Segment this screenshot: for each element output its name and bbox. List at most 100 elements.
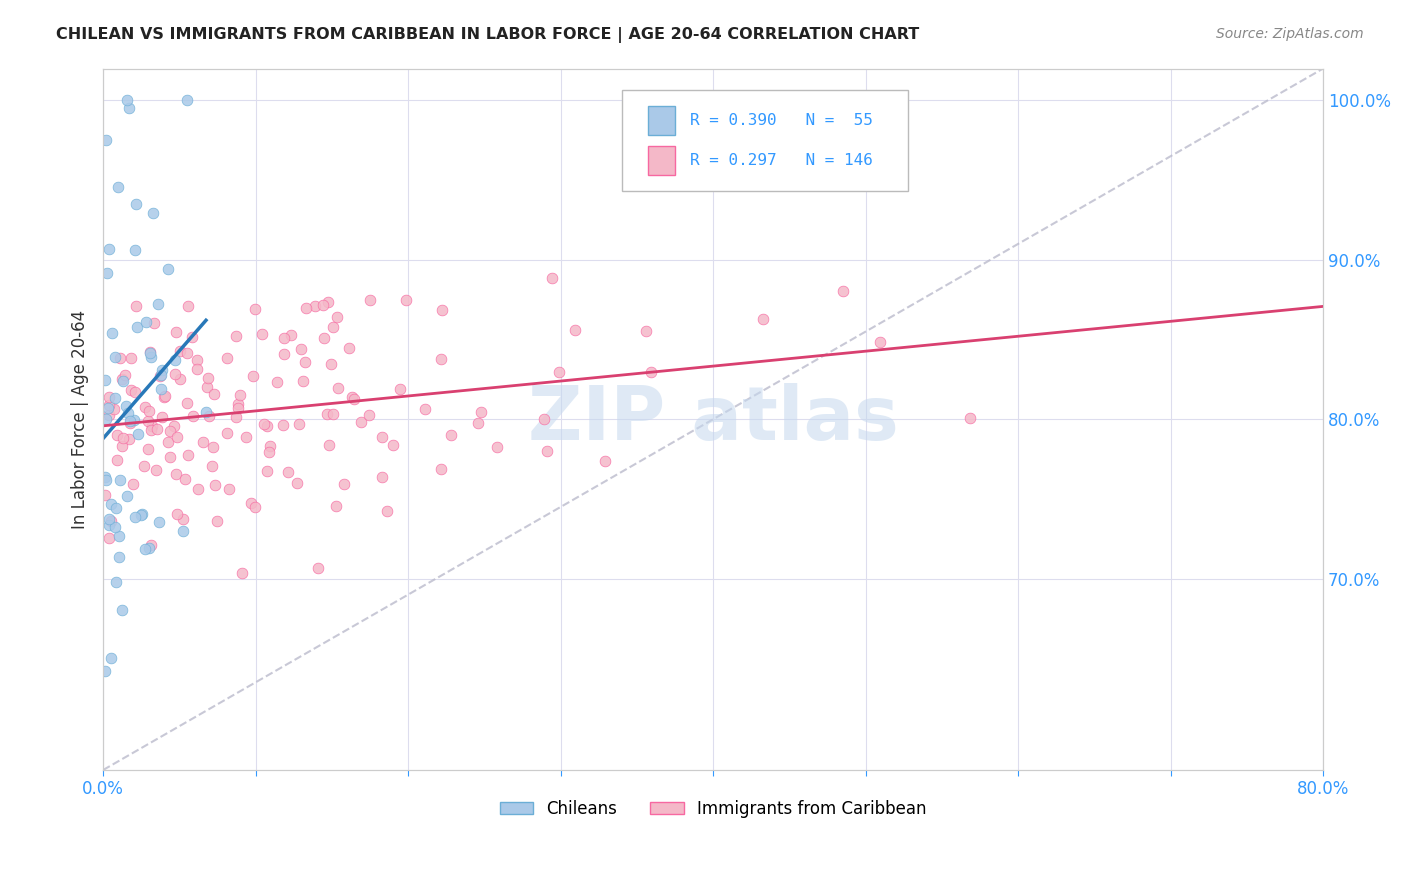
Point [111, 372, 134, 386]
Point [314, 331, 336, 345]
Point [120, 351, 142, 366]
Point [195, 380, 218, 394]
Point [97, 401, 120, 415]
Point [217, 425, 239, 440]
Point [207, 514, 229, 528]
Point [533, 412, 555, 426]
Point [107, 179, 129, 194]
Point [136, 414, 159, 428]
Point [256, 418, 278, 433]
Point [172, 511, 194, 525]
Point [202, 387, 225, 401]
Point [197, 371, 219, 385]
Y-axis label: In Labor Force | Age 20-64: In Labor Force | Age 20-64 [72, 310, 89, 529]
Point [470, 405, 492, 419]
Point [93, 373, 115, 387]
Point [134, 458, 156, 473]
Point [198, 409, 221, 423]
Point [97, 390, 120, 404]
Point [96, 266, 118, 280]
Point [245, 500, 267, 515]
Point [187, 483, 209, 497]
Point [593, 454, 616, 468]
Point [343, 392, 366, 406]
Point [634, 325, 657, 339]
Point [125, 300, 148, 314]
Text: R = 0.297   N = 146: R = 0.297 N = 146 [690, 153, 873, 169]
Point [204, 478, 226, 492]
Point [322, 320, 344, 334]
Point [304, 299, 326, 313]
Point [340, 390, 363, 404]
Point [166, 507, 188, 521]
Point [333, 476, 356, 491]
Point [100, 497, 122, 511]
Point [166, 430, 188, 444]
Point [105, 453, 128, 467]
Point [124, 385, 146, 400]
Point [127, 426, 149, 441]
Point [239, 496, 262, 510]
Point [153, 390, 176, 404]
Point [245, 302, 267, 317]
Point [536, 444, 558, 458]
Point [118, 414, 141, 428]
Point [257, 445, 280, 459]
Point [93, 665, 115, 679]
Point [117, 406, 139, 420]
Point [159, 450, 181, 464]
Point [104, 350, 127, 364]
Point [149, 368, 172, 383]
Point [307, 561, 329, 575]
Point [226, 401, 249, 415]
Point [114, 368, 136, 382]
Point [96, 412, 118, 426]
Point [117, 94, 139, 108]
FancyBboxPatch shape [621, 89, 908, 191]
Text: CHILEAN VS IMMIGRANTS FROM CARIBBEAN IN LABOR FORCE | AGE 20-64 CORRELATION CHAR: CHILEAN VS IMMIGRANTS FROM CARIBBEAN IN … [56, 27, 920, 43]
Point [202, 440, 225, 454]
Point [869, 334, 891, 349]
Point [430, 462, 453, 476]
Point [413, 402, 436, 417]
Point [395, 293, 418, 308]
Point [115, 489, 138, 503]
Point [125, 196, 148, 211]
Point [108, 550, 131, 565]
Point [139, 345, 162, 359]
Point [136, 442, 159, 457]
Point [266, 375, 288, 389]
Point [93, 470, 115, 484]
Point [319, 357, 342, 371]
Point [176, 346, 198, 360]
Point [316, 407, 339, 421]
Point [316, 295, 339, 310]
Point [231, 566, 253, 581]
Point [485, 440, 508, 454]
Point [105, 575, 128, 590]
Point [100, 650, 122, 665]
Point [177, 448, 200, 462]
Bar [648, 146, 675, 176]
Point [165, 467, 187, 482]
Point [467, 417, 489, 431]
Point [201, 459, 224, 474]
Point [131, 507, 153, 521]
Point [225, 409, 247, 424]
Point [165, 326, 187, 340]
Point [110, 351, 132, 366]
Point [430, 303, 453, 318]
Point [100, 514, 122, 528]
Point [176, 94, 198, 108]
Point [252, 417, 274, 432]
Point [169, 343, 191, 358]
Point [104, 519, 127, 533]
Point [375, 504, 398, 518]
Point [120, 383, 142, 397]
Point [105, 500, 128, 515]
Point [292, 374, 315, 388]
Point [325, 500, 347, 514]
Point [181, 409, 204, 423]
Point [176, 396, 198, 410]
Point [96, 133, 118, 147]
